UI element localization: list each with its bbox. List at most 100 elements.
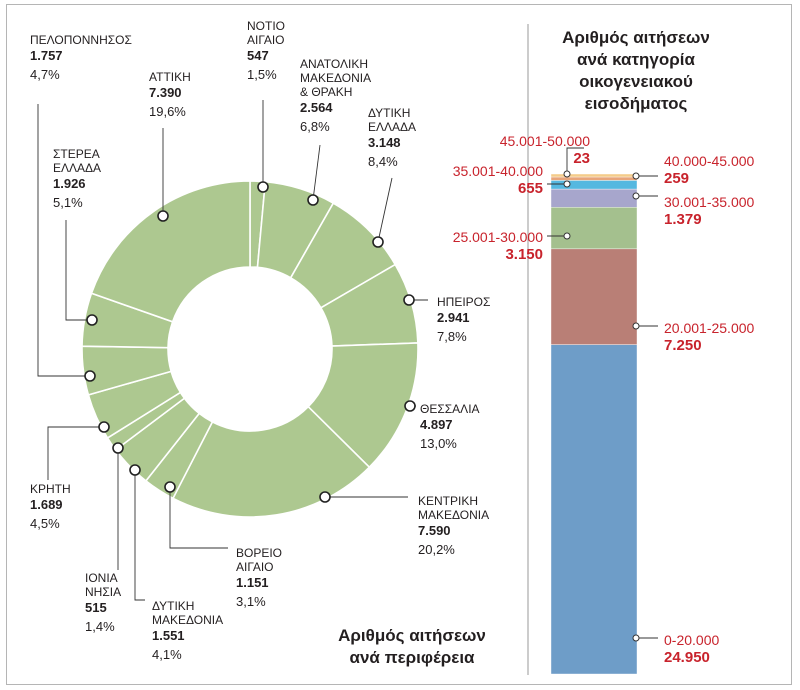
marker-dot — [372, 236, 384, 248]
region-value: 2.564 — [300, 100, 333, 115]
income-range: 25.001-30.000 — [453, 229, 544, 245]
income-count: 1.379 — [664, 211, 702, 228]
marker-dot — [563, 232, 571, 240]
income-range: 0-20.000 — [664, 632, 719, 648]
income-range: 40.000-45.000 — [664, 153, 755, 169]
region-percent: 6,8% — [300, 119, 330, 134]
region-value: 7.390 — [149, 85, 182, 100]
region-percent: 5,1% — [53, 195, 83, 210]
leader-line — [47, 426, 104, 480]
region-name: ΑΝΑΤΟΛΙΚΗ ΜΑΚΕΔΟΝΙΑ & ΘΡΑΚΗ — [300, 57, 371, 99]
region-value: 1.151 — [236, 575, 269, 590]
marker-dot — [86, 314, 98, 326]
leader-line — [37, 104, 90, 377]
region-percent: 13,0% — [420, 436, 457, 451]
bar-segment-0-20-000 — [550, 344, 638, 675]
income-count: 23 — [573, 150, 590, 167]
region-percent: 4,7% — [30, 67, 60, 82]
region-percent: 4,1% — [152, 647, 182, 662]
income-count: 259 — [664, 170, 689, 187]
marker-dot — [632, 322, 640, 330]
region-value: 1.689 — [30, 497, 63, 512]
region-name: ΔΥΤΙΚΗ ΜΑΚΕΔΟΝΙΑ — [152, 599, 223, 627]
leader-line — [312, 144, 321, 201]
chart-frame — [6, 4, 792, 685]
marker-dot — [632, 172, 640, 180]
region-percent: 3,1% — [236, 594, 266, 609]
region-value: 547 — [247, 48, 269, 63]
region-value: 515 — [85, 600, 107, 615]
marker-dot — [563, 180, 571, 188]
region-percent: 1,4% — [85, 619, 115, 634]
region-name: ΚΕΝΤΡΙΚΗ ΜΑΚΕΔΟΝΙΑ — [418, 494, 489, 522]
bar-segment-40-000-45-000 — [550, 176, 638, 181]
region-value: 3.148 — [368, 135, 401, 150]
marker-dot — [319, 491, 331, 503]
region-value: 4.897 — [420, 417, 453, 432]
region-name: ΔΥΤΙΚΗ ΕΛΛΑΔΑ — [368, 106, 416, 134]
income-range: 20.001-25.000 — [664, 320, 755, 336]
marker-dot — [307, 194, 319, 206]
marker-dot — [164, 481, 176, 493]
marker-dot — [157, 210, 169, 222]
region-percent: 8,4% — [368, 154, 398, 169]
leader-line — [134, 470, 145, 601]
income-chart-title: Αριθμός αιτήσεων ανά κατηγορία οικογενειακ… — [562, 28, 710, 113]
region-name: ΠΕΛΟΠΟΝΝΗΣΟΣ — [30, 33, 132, 47]
leader-line — [377, 177, 393, 243]
region-value: 1.926 — [53, 176, 86, 191]
region-percent: 7,8% — [437, 329, 467, 344]
marker-dot — [257, 181, 269, 193]
region-percent: 4,5% — [30, 516, 60, 531]
marker-dot — [112, 442, 124, 454]
region-chart-title: Αριθμός αιτήσεων ανά περιφέρεια — [338, 626, 486, 667]
leader-line — [65, 220, 92, 321]
region-value: 1.551 — [152, 628, 185, 643]
region-percent: 1,5% — [247, 67, 277, 82]
income-range: 30.001-35.000 — [664, 194, 755, 210]
region-name: ΣΤΕΡΕΑ ΕΛΛΑΔΑ — [53, 147, 101, 175]
marker-dot — [98, 421, 110, 433]
bar-segment-20-001-25-000 — [550, 248, 638, 345]
marker-dot — [632, 634, 640, 642]
region-value: 7.590 — [418, 523, 451, 538]
income-count: 24.950 — [664, 649, 710, 666]
marker-dot — [129, 464, 141, 476]
marker-dot — [632, 192, 640, 200]
income-count: 3.150 — [505, 246, 543, 263]
donut-slice-κεντρικη-μακεδονια — [171, 405, 371, 518]
marker-dot — [563, 170, 571, 178]
region-percent: 19,6% — [149, 104, 186, 119]
region-name: ΝΟΤΙΟ ΑΙΓΑΙΟ — [247, 19, 285, 47]
income-range: 35.001-40.000 — [453, 163, 544, 179]
leader-line — [566, 147, 584, 174]
region-name: ΒΟΡΕΙΟ ΑΙΓΑΙΟ — [236, 546, 282, 574]
region-value: 1.757 — [30, 48, 63, 63]
bar-segment-25-001-30-000 — [550, 207, 638, 250]
leader-line — [169, 487, 228, 549]
marker-dot — [84, 370, 96, 382]
region-name: ΗΠΕΙΡΟΣ — [437, 295, 490, 309]
income-count: 655 — [518, 180, 543, 197]
region-name: ΚΡΗΤΗ — [30, 482, 71, 496]
